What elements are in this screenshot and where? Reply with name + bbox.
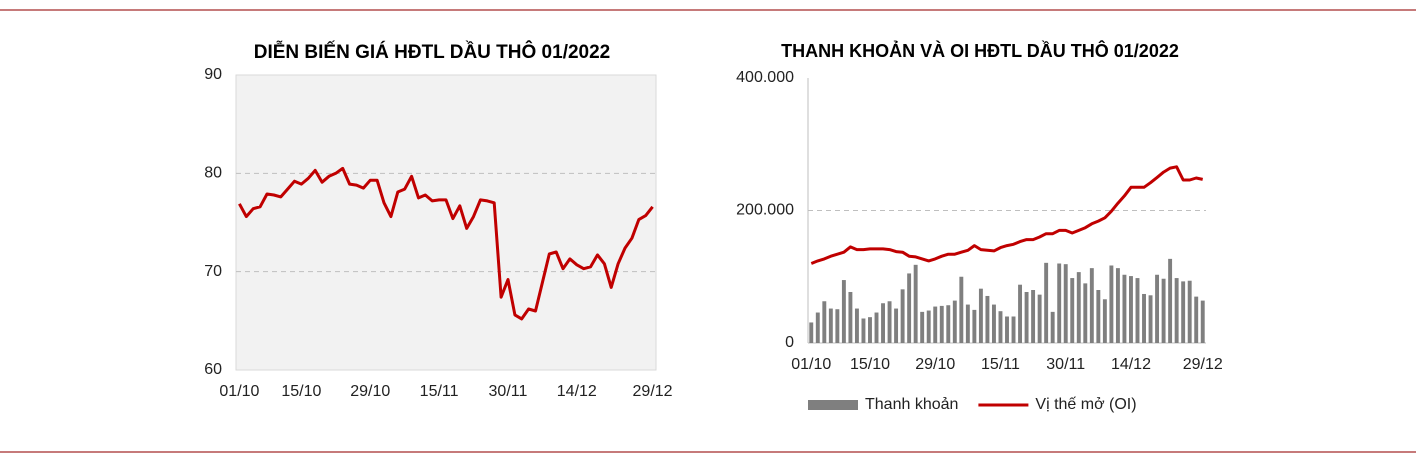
bar [985, 295, 990, 343]
line [810, 165, 1204, 265]
x-tick-label: 15/11 [981, 356, 1020, 373]
x-tick-label: 15/11 [420, 383, 459, 400]
legend-label: Vị thế mở (OI) [1035, 396, 1136, 413]
bar [1102, 299, 1107, 343]
legend-swatch [808, 400, 858, 410]
bar [939, 305, 944, 343]
bar [1161, 278, 1166, 343]
bar [868, 317, 872, 343]
bar [1122, 274, 1127, 343]
bar [1037, 294, 1042, 343]
bar [1096, 290, 1101, 343]
x-tick-label: 14/12 [1111, 356, 1151, 373]
bar [1129, 276, 1133, 343]
bar [894, 308, 899, 343]
bar [874, 312, 879, 343]
x-tick-label: 15/10 [850, 356, 890, 373]
bar [1115, 268, 1120, 343]
bar [972, 309, 977, 343]
bar [946, 305, 951, 343]
chart-title: THANH KHOẢN VÀ OI HĐTL DẦU THÔ 01/2022 [781, 40, 1179, 61]
y-tick-label: 70 [204, 263, 222, 280]
y-tick-label: 0 [785, 334, 794, 351]
bar [920, 311, 925, 343]
bar [913, 264, 918, 343]
bar [1057, 263, 1062, 343]
bar [959, 276, 964, 343]
x-tick-label: 29/12 [633, 383, 673, 400]
bar [1089, 268, 1094, 343]
bar [933, 306, 938, 343]
legend-label: Thanh khoản [865, 396, 958, 413]
bar [1083, 283, 1088, 343]
bar [881, 303, 885, 343]
bar [1194, 296, 1199, 343]
bar [998, 311, 1003, 343]
bar [1181, 281, 1186, 343]
bar [1187, 280, 1192, 343]
bar [1005, 316, 1009, 343]
y-tick-label: 200.000 [736, 202, 794, 219]
bar [1168, 258, 1173, 343]
bar [1024, 291, 1029, 343]
chart-title: DIỄN BIẾN GIÁ HĐTL DẦU THÔ 01/2022 [254, 41, 611, 63]
x-tick-label: 29/12 [1183, 356, 1223, 373]
bar [1200, 300, 1205, 343]
bar [1063, 264, 1068, 343]
bar [828, 308, 833, 343]
bar [1148, 295, 1153, 343]
bar [907, 273, 912, 343]
bar [991, 304, 996, 343]
bar [1142, 293, 1146, 343]
bar [887, 301, 892, 343]
x-tick-label: 29/10 [350, 383, 390, 400]
bar [854, 308, 859, 343]
x-tick-label: 29/10 [915, 356, 955, 373]
x-tick-label: 01/10 [791, 356, 831, 373]
y-tick-label: 400.000 [736, 69, 794, 86]
bar [1050, 311, 1055, 343]
bar [1174, 278, 1179, 343]
bar [900, 289, 905, 343]
x-tick-label: 30/11 [489, 383, 528, 400]
x-tick-label: 01/10 [219, 383, 259, 400]
bar [1076, 272, 1081, 343]
bar [1135, 278, 1140, 343]
bar [1070, 278, 1075, 343]
line [238, 166, 654, 321]
bar [1109, 265, 1114, 343]
bar [815, 312, 820, 343]
bar [978, 288, 983, 343]
bar [809, 322, 814, 343]
bar [1155, 274, 1160, 343]
bar [861, 318, 866, 343]
y-tick-label: 60 [204, 361, 222, 378]
x-tick-label: 30/11 [1046, 356, 1085, 373]
bar [1011, 316, 1016, 343]
bar [952, 300, 957, 343]
bar [1031, 290, 1036, 343]
bar [822, 301, 827, 343]
x-tick-label: 14/12 [557, 383, 597, 400]
bar [926, 310, 931, 343]
plot-area [235, 74, 657, 371]
bar [965, 304, 970, 343]
y-tick-label: 80 [204, 165, 222, 182]
bar [848, 291, 853, 343]
bar [841, 280, 846, 343]
bar [835, 309, 840, 343]
bar [1018, 284, 1023, 343]
bar [1044, 262, 1049, 343]
x-tick-label: 15/10 [281, 383, 321, 400]
y-tick-label: 90 [204, 66, 222, 83]
